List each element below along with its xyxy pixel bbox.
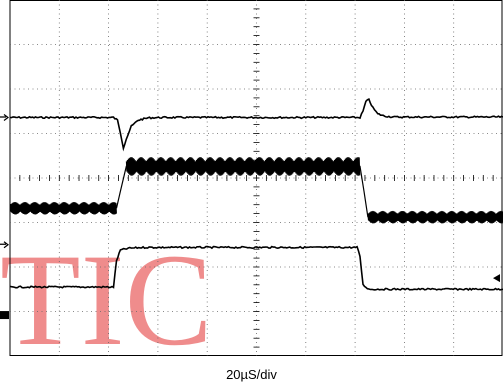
channel-markers [0, 114, 500, 320]
trace-ch3 [9, 245, 503, 292]
ground-marker-ch1 [0, 114, 9, 121]
trigger-level-marker [493, 274, 500, 283]
trace-ch1 [9, 98, 503, 152]
ripple-edge-ch2 [115, 165, 369, 218]
watermark-logo: TIC [0, 226, 213, 373]
graticule [9, 0, 503, 356]
ground-marker-ch3 [0, 311, 9, 320]
ripple-band-ch2 [9, 201, 117, 215]
waveform-traces [9, 98, 503, 292]
timebase-label: 20µS/div [226, 367, 277, 382]
ground-marker-ch2 [0, 241, 9, 249]
